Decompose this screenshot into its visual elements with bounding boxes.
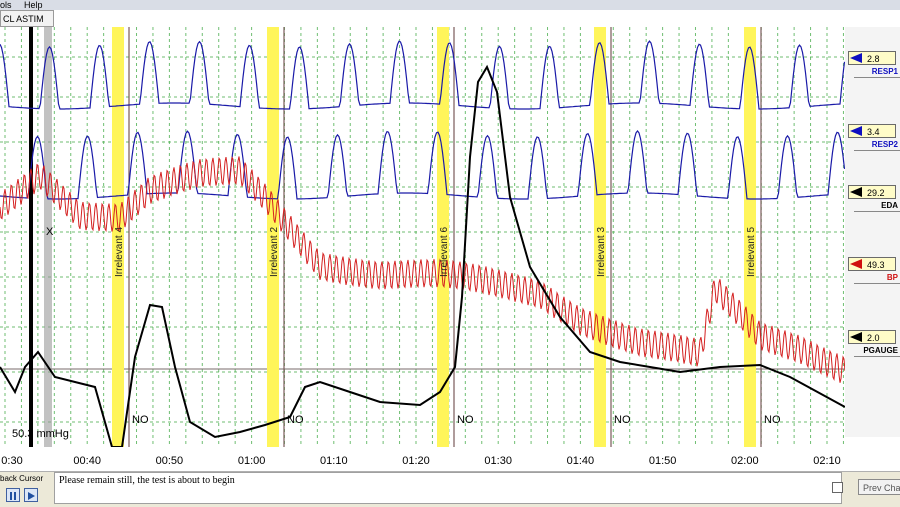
answer-label: NO [457,414,474,426]
time-tick: 01:50 [648,455,677,467]
time-tick: 02:00 [731,455,759,467]
pause-button[interactable] [6,488,20,502]
channel-label: BP [854,272,900,284]
channel-label: PGAUGE [854,345,900,357]
start-marker [29,27,33,447]
stim-marker [44,27,52,447]
time-tick: 01:20 [402,455,430,467]
cuff-pressure-label: 50.3 mmHg [12,428,69,440]
status-bar: back Cursor Please remain still, the tes… [0,471,900,507]
polygraph-chart[interactable]: Irrelevant 4 NO Irrelevant 2 NO Irrelevant 6… [0,27,845,447]
prev-chart-button[interactable]: Prev Cha [858,479,900,495]
question-label: Irrelevant 3 [596,227,607,277]
channel-eda[interactable]: 29.2 EDA [848,185,900,219]
x-marker: X [46,226,54,238]
channel-arrow-icon [850,332,862,342]
play-icon [28,492,35,500]
question-labels: Irrelevant 4 NO Irrelevant 2 NO Irrelevant 6… [12,226,781,440]
channel-label: RESP2 [854,139,900,151]
channel-pgauge[interactable]: 2.0 PGAUGE [848,330,900,364]
question-bands [29,27,762,447]
answer-label: NO [614,414,631,426]
message-checkbox[interactable] [832,482,843,493]
channel-arrow-icon [850,126,862,136]
examiner-message: Please remain still, the test is about t… [54,472,842,504]
channel-bp[interactable]: 49.3 BP [848,257,900,291]
time-tick: 02:10 [813,455,841,467]
channel-resp2[interactable]: 3.4 RESP2 [848,124,900,158]
time-tick: 0:30 [1,455,23,467]
answer-label: NO [287,414,304,426]
question-onset-band [594,27,606,447]
channel-resp1[interactable]: 2.8 RESP1 [848,51,900,85]
resp2-trace [0,130,845,200]
question-onset-band [744,27,756,447]
question-label: Irrelevant 2 [269,227,280,277]
channel-arrow-icon [850,187,862,197]
eda-trace [0,64,845,447]
answer-label: NO [132,414,149,426]
time-tick: 00:50 [155,455,184,467]
question-onset-band [112,27,124,447]
channel-label: EDA [854,200,900,212]
channel-label: RESP1 [854,66,900,78]
time-tick: 01:30 [484,455,512,467]
resp1-trace [0,40,845,110]
playback-cursor-label: back Cursor [0,474,44,483]
channel-arrow-icon [850,259,862,269]
time-tick: 00:40 [73,455,101,467]
channel-panel [845,27,900,437]
question-label: Irrelevant 5 [746,227,757,277]
chart-background [0,27,845,447]
question-onset-band [267,27,279,447]
answer-label: NO [764,414,781,426]
question-onset-band [437,27,449,447]
trace-lines [0,40,845,447]
chart-tab[interactable]: CL ASTIM [0,10,54,27]
time-axis: 0:30 00:40 00:50 01:00 01:10 01:20 01:30 01:40 0… [0,447,845,471]
bp-trace [0,156,845,383]
time-tick: 01:00 [237,455,266,467]
question-label: Irrelevant 4 [114,227,125,277]
time-tick: 01:40 [566,455,595,467]
pause-icon [10,492,16,500]
menu-tools[interactable]: ols [0,0,12,10]
channel-arrow-icon [850,53,862,63]
menu-bar: ols Help [0,0,900,10]
play-button[interactable] [24,488,38,502]
time-tick: 01:10 [320,455,348,467]
question-label: Irrelevant 6 [439,227,450,277]
menu-help[interactable]: Help [24,0,43,10]
